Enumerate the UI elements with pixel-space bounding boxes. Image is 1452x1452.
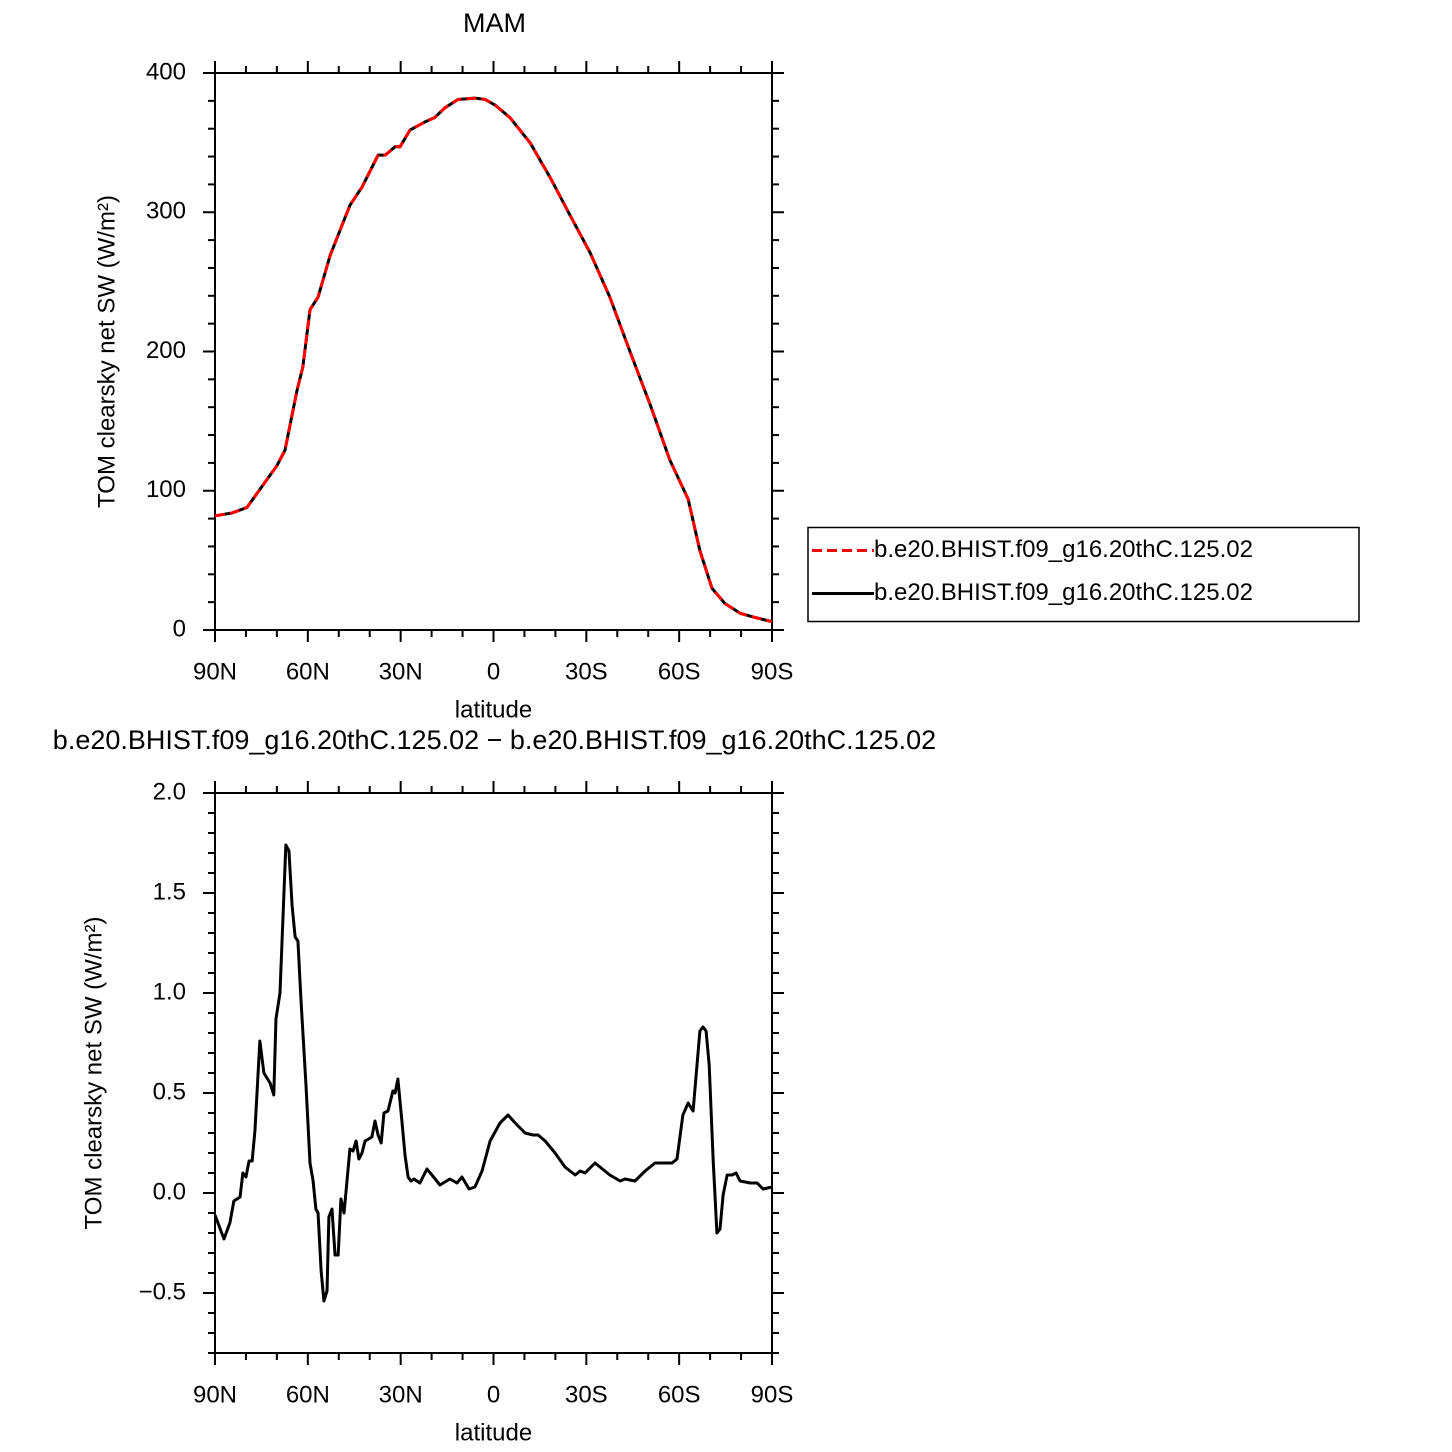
x-tick-label: 0 xyxy=(487,1381,500,1408)
y-axis-label: TOM clearsky net SW (W/m²) xyxy=(93,195,120,508)
y-tick-label: 2.0 xyxy=(153,778,186,805)
y-tick-label: 1.0 xyxy=(153,978,186,1005)
x-tick-label: 90S xyxy=(751,658,794,685)
legend-box xyxy=(807,526,1360,623)
legend-label: b.e20.BHIST.f09_g16.20thC.125.02 xyxy=(874,536,1253,563)
x-tick-label: 60N xyxy=(286,658,330,685)
chart-title: b.e20.BHIST.f09_g16.20thC.125.02 − b.e20… xyxy=(53,725,936,755)
x-tick-label: 0 xyxy=(487,658,500,685)
x-tick-label: 60S xyxy=(658,1381,701,1408)
y-tick-label: 0 xyxy=(173,615,186,642)
y-tick-label: 300 xyxy=(146,198,186,225)
legend-label: b.e20.BHIST.f09_g16.20thC.125.02 xyxy=(874,579,1253,606)
data-line xyxy=(213,843,773,1303)
x-tick-label: 90N xyxy=(193,658,237,685)
x-axis-label: latitude xyxy=(455,1419,532,1446)
y-tick-label: 400 xyxy=(146,58,186,85)
data-line xyxy=(214,96,773,624)
y-axis-label: TOM clearsky net SW (W/m²) xyxy=(80,917,107,1230)
data-line xyxy=(214,96,773,624)
x-tick-label: 30S xyxy=(565,1381,608,1408)
y-tick-label: 1.5 xyxy=(153,878,186,905)
y-tick-label: 0.5 xyxy=(153,1078,186,1105)
x-tick-label: 90N xyxy=(193,1381,237,1408)
x-tick-label: 30N xyxy=(379,1381,423,1408)
plot-frame xyxy=(214,792,773,1354)
y-tick-label: 200 xyxy=(146,337,186,364)
x-tick-label: 30S xyxy=(565,658,608,685)
y-tick-label: 0.0 xyxy=(153,1178,186,1205)
y-tick-label: −0.5 xyxy=(139,1278,186,1305)
y-tick-label: 100 xyxy=(146,476,186,503)
x-tick-label: 90S xyxy=(751,1381,794,1408)
x-axis-label: latitude xyxy=(455,696,532,723)
chart-title: MAM xyxy=(463,8,526,38)
x-tick-label: 60S xyxy=(658,658,701,685)
x-tick-label: 60N xyxy=(286,1381,330,1408)
plot-frame xyxy=(214,72,773,631)
x-tick-label: 30N xyxy=(379,658,423,685)
